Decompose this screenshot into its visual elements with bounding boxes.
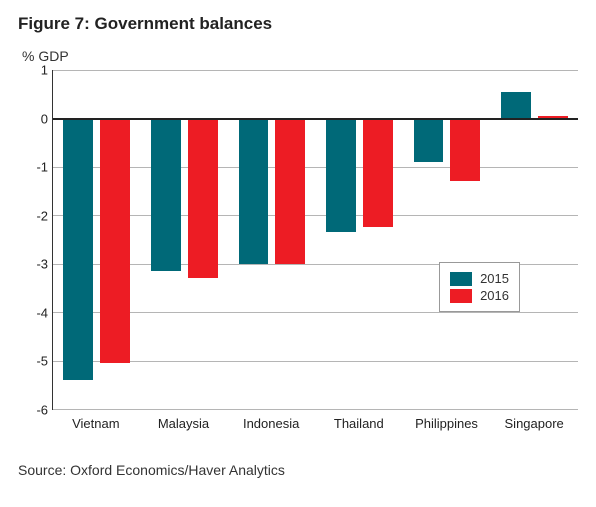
chart: -6-5-4-3-2-101 VietnamMalaysiaIndonesiaT… [18, 70, 578, 440]
y-axis: -6-5-4-3-2-101 [18, 70, 52, 410]
y-tick-label: -3 [36, 257, 48, 272]
plot-area [52, 70, 578, 410]
bar [414, 118, 444, 162]
legend: 2015 2016 [439, 262, 520, 312]
grid-line [53, 215, 578, 216]
legend-item: 2015 [450, 271, 509, 286]
legend-label: 2016 [480, 288, 509, 303]
legend-swatch [450, 289, 472, 303]
y-axis-label: % GDP [22, 48, 578, 64]
x-tick-label: Thailand [334, 416, 384, 431]
grid-line [53, 167, 578, 168]
x-tick-label: Indonesia [243, 416, 299, 431]
baseline [53, 118, 578, 120]
y-tick-label: 0 [41, 111, 48, 126]
x-tick-label: Vietnam [72, 416, 119, 431]
bar [100, 118, 130, 363]
bar [275, 118, 305, 263]
bars-layer [53, 70, 578, 409]
x-tick-label: Singapore [505, 416, 564, 431]
y-tick-label: -1 [36, 160, 48, 175]
bar [363, 118, 393, 227]
bar [450, 118, 480, 181]
bar [188, 118, 218, 278]
bar [501, 92, 531, 119]
bar [151, 118, 181, 271]
figure-title: Figure 7: Government balances [18, 14, 578, 34]
source-text: Source: Oxford Economics/Haver Analytics [18, 462, 578, 478]
grid-line [53, 361, 578, 362]
grid-line [53, 70, 578, 71]
y-tick-label: -6 [36, 403, 48, 418]
bar [63, 118, 93, 380]
y-tick-label: -2 [36, 208, 48, 223]
x-tick-label: Philippines [415, 416, 478, 431]
y-tick-label: 1 [41, 63, 48, 78]
legend-label: 2015 [480, 271, 509, 286]
legend-item: 2016 [450, 288, 509, 303]
bar [326, 118, 356, 232]
x-tick-label: Malaysia [158, 416, 209, 431]
y-tick-label: -4 [36, 305, 48, 320]
bar [239, 118, 269, 263]
y-tick-label: -5 [36, 354, 48, 369]
legend-swatch [450, 272, 472, 286]
x-axis: Vietnam Malaysia Indonesia Thailand Philippi… [52, 410, 578, 440]
